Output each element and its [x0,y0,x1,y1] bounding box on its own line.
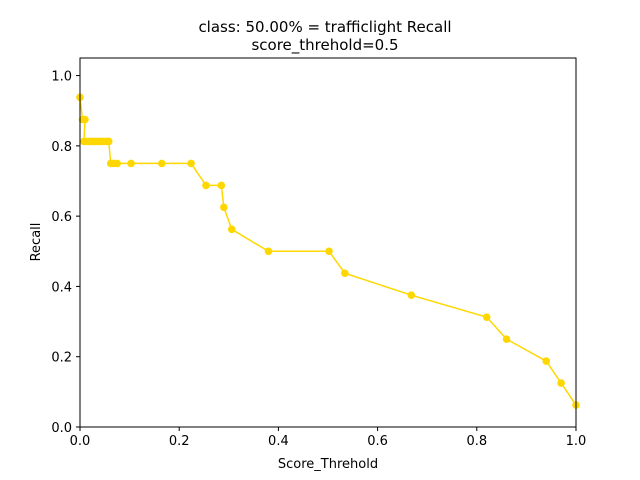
x-tick-label: 0.2 [169,434,190,449]
y-tick-label: 0.4 [51,280,72,295]
data-point [407,291,416,300]
data-point [227,225,236,234]
y-tick-label: 0.2 [51,351,72,366]
x-axis-label: Score_Threhold [278,457,378,472]
data-point [264,247,273,256]
data-point [187,159,195,168]
data-point [158,159,166,168]
data-point [127,159,135,168]
data-point [220,203,228,212]
data-point [104,137,113,146]
x-tick-label: 0.4 [268,434,289,449]
x-tick-label: 0.6 [367,434,388,449]
data-series [76,93,580,409]
data-point [502,335,511,343]
chart-title-line1: class: 50.00% = trafficlight Recall [198,18,451,36]
plot-frame [79,57,577,428]
x-tick-label: 0.0 [70,434,91,449]
y-tick-label: 0.8 [51,140,72,155]
y-axis-label: Recall [29,223,44,262]
data-point [113,159,121,168]
x-tick-label: 1.0 [566,434,587,449]
data-point [202,181,210,190]
data-point [557,379,565,387]
x-tick-label: 0.8 [466,434,487,449]
y-tick-label: 1.0 [51,70,72,85]
y-tick-label: 0.6 [51,210,72,225]
y-axis-ticks: 0.0 0.2 0.4 0.6 0.8 1.0 [51,70,80,436]
data-point [341,269,349,278]
data-point [482,313,491,321]
data-point [325,247,333,256]
chart-title-line2: score_threhold=0.5 [251,36,398,55]
data-point [81,115,89,124]
x-axis-ticks: 0.0 0.2 0.4 0.6 0.8 1.0 [70,427,587,449]
data-point [217,181,226,190]
data-point [542,357,551,365]
y-tick-label: 0.0 [51,421,72,436]
